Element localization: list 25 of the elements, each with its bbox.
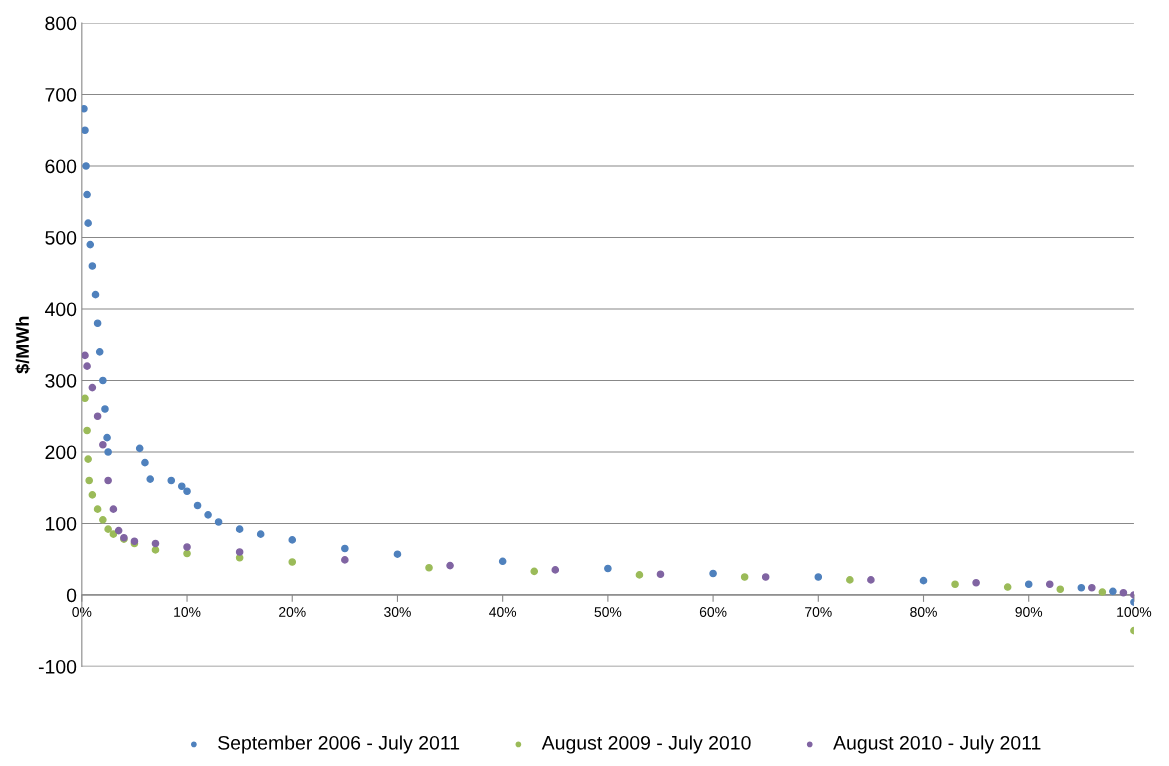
- y-tick-label: 200: [45, 445, 77, 460]
- x-tick-label: 0%: [72, 607, 92, 617]
- x-tick-label: 50%: [594, 607, 622, 617]
- x-tick-label: 10%: [174, 607, 201, 617]
- y-tick-label: 0: [66, 588, 77, 603]
- y-tick-label: 100: [46, 516, 77, 531]
- x-tick-label: 20%: [279, 607, 306, 617]
- y-tick-label: 600: [45, 159, 77, 174]
- y-tick-label: 400: [44, 302, 77, 317]
- x-tick-label: 80%: [910, 607, 937, 617]
- x-tick-label: 90%: [1015, 607, 1043, 617]
- x-tick-label: 60%: [699, 607, 727, 617]
- y-axis-title: $/MWh: [15, 316, 31, 374]
- y-tick-label: -100: [38, 659, 77, 674]
- y-tick-label: 800: [45, 16, 77, 31]
- x-tick-label: 40%: [489, 607, 517, 617]
- y-tick-label: 700: [45, 87, 77, 102]
- x-tick-label: 100%: [1117, 607, 1152, 617]
- legend-label: August 2009 - July 2010: [541, 735, 751, 754]
- y-tick-label: 300: [45, 373, 77, 388]
- legend-label: August 2010 - July 2011: [833, 735, 1041, 754]
- x-tick-label: 30%: [384, 607, 411, 617]
- y-tick-label: 500: [45, 230, 77, 245]
- legend-label: September 2006 - July 2011: [218, 735, 460, 754]
- x-tick-label: 70%: [805, 607, 832, 617]
